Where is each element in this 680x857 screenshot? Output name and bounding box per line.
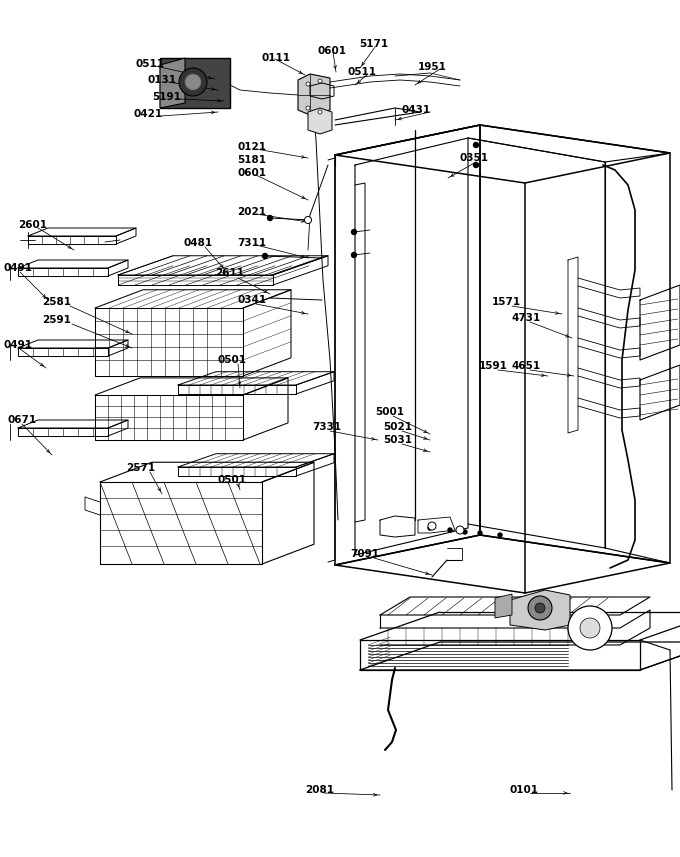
Circle shape (428, 522, 436, 530)
Polygon shape (298, 74, 330, 115)
Text: 0491: 0491 (4, 263, 33, 273)
Text: 0601: 0601 (318, 46, 347, 56)
Circle shape (568, 606, 612, 650)
Text: 0511: 0511 (136, 59, 165, 69)
Polygon shape (308, 108, 332, 134)
Circle shape (535, 603, 545, 613)
Text: 2571: 2571 (126, 463, 155, 473)
Polygon shape (160, 58, 230, 108)
Text: 1591: 1591 (479, 361, 508, 371)
Circle shape (528, 596, 552, 620)
Text: 0481: 0481 (183, 238, 212, 248)
Circle shape (306, 82, 310, 86)
Circle shape (352, 230, 356, 235)
Circle shape (352, 253, 356, 257)
Text: 4651: 4651 (511, 361, 540, 371)
Text: 0491: 0491 (4, 340, 33, 350)
Polygon shape (495, 594, 512, 618)
Text: 2581: 2581 (42, 297, 71, 307)
Circle shape (185, 74, 201, 90)
Text: 7091: 7091 (350, 549, 379, 559)
Circle shape (456, 526, 464, 534)
Polygon shape (510, 590, 570, 630)
Circle shape (306, 106, 310, 110)
Text: 2591: 2591 (42, 315, 71, 325)
Text: 5171: 5171 (359, 39, 388, 49)
Text: 5031: 5031 (383, 435, 412, 445)
Polygon shape (160, 58, 185, 108)
Circle shape (318, 79, 322, 83)
Circle shape (580, 618, 600, 638)
Text: 0431: 0431 (402, 105, 431, 115)
Text: 0601: 0601 (237, 168, 266, 178)
Text: 5021: 5021 (383, 422, 412, 432)
Text: 7311: 7311 (237, 238, 266, 248)
Text: 0671: 0671 (8, 415, 37, 425)
Circle shape (463, 530, 467, 534)
Text: 2601: 2601 (18, 220, 47, 230)
Text: 0421: 0421 (133, 109, 162, 119)
Text: 5181: 5181 (237, 155, 266, 165)
Text: 2081: 2081 (305, 785, 334, 795)
Text: 0501: 0501 (218, 355, 247, 365)
Circle shape (428, 526, 432, 530)
Circle shape (498, 533, 502, 537)
Circle shape (179, 68, 207, 96)
Text: 0511: 0511 (348, 67, 377, 77)
Circle shape (318, 110, 322, 114)
Circle shape (473, 163, 479, 167)
Text: 0131: 0131 (148, 75, 177, 85)
Text: 0111: 0111 (262, 53, 291, 63)
Text: 2021: 2021 (237, 207, 266, 217)
Text: 0351: 0351 (460, 153, 489, 163)
Text: 5001: 5001 (375, 407, 404, 417)
Text: 5191: 5191 (152, 92, 181, 102)
Text: 0101: 0101 (510, 785, 539, 795)
Circle shape (473, 142, 479, 147)
Circle shape (267, 215, 273, 220)
Text: 0121: 0121 (237, 142, 266, 152)
Circle shape (448, 528, 452, 532)
Circle shape (478, 531, 482, 535)
Text: 2611: 2611 (215, 268, 244, 278)
Text: 1571: 1571 (492, 297, 521, 307)
Text: 4731: 4731 (511, 313, 540, 323)
Text: 0341: 0341 (237, 295, 266, 305)
Text: 0501: 0501 (218, 475, 247, 485)
Text: 1951: 1951 (418, 62, 447, 72)
Circle shape (262, 254, 267, 259)
Text: 7331: 7331 (312, 422, 341, 432)
Circle shape (305, 217, 311, 224)
